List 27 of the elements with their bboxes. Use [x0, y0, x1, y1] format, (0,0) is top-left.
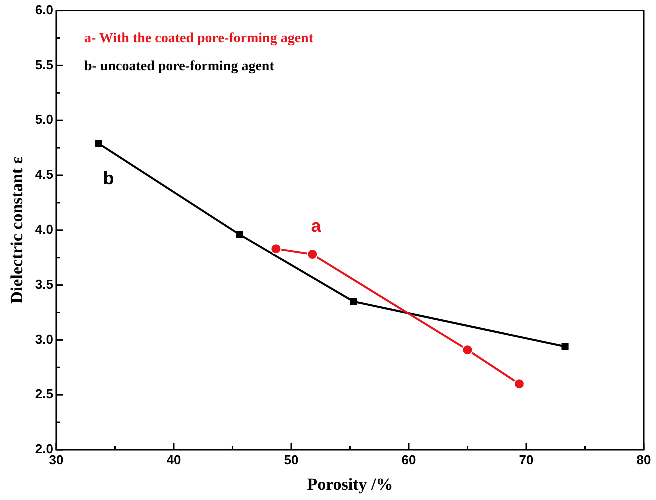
y-tick-label: 5.5 — [35, 57, 54, 72]
y-tick-label: 4.5 — [35, 167, 54, 182]
y-tick-label: 4.0 — [35, 222, 54, 237]
y-tick-label: 2.5 — [35, 386, 54, 402]
point — [307, 249, 318, 260]
text: b- uncoated pore-forming agent — [84, 59, 275, 74]
point — [514, 378, 525, 390]
y-tick-label: 6.0 — [35, 2, 54, 18]
point — [462, 344, 474, 356]
point — [270, 244, 282, 255]
x-axis-title: Porosity /% — [307, 475, 394, 494]
annotation: b — [103, 168, 114, 189]
x-tick-label: 70 — [519, 452, 534, 468]
point — [350, 298, 358, 306]
x-tick-label: 80 — [636, 452, 652, 468]
point — [562, 343, 569, 350]
point — [236, 231, 244, 238]
y-axis-title: Dielectric constant ε — [8, 156, 27, 304]
point — [95, 140, 102, 148]
x-tick-label: 40 — [166, 452, 182, 468]
y-tick-label: 3.0 — [35, 332, 54, 347]
x-tick-label: 50 — [284, 452, 299, 468]
x-tick-label: 60 — [402, 452, 416, 468]
text: a- With the coated pore-forming agent — [84, 31, 314, 46]
y-tick-label: 3.5 — [35, 276, 54, 292]
annotation: a — [311, 216, 322, 236]
y-tick-label: 5.0 — [35, 112, 54, 128]
